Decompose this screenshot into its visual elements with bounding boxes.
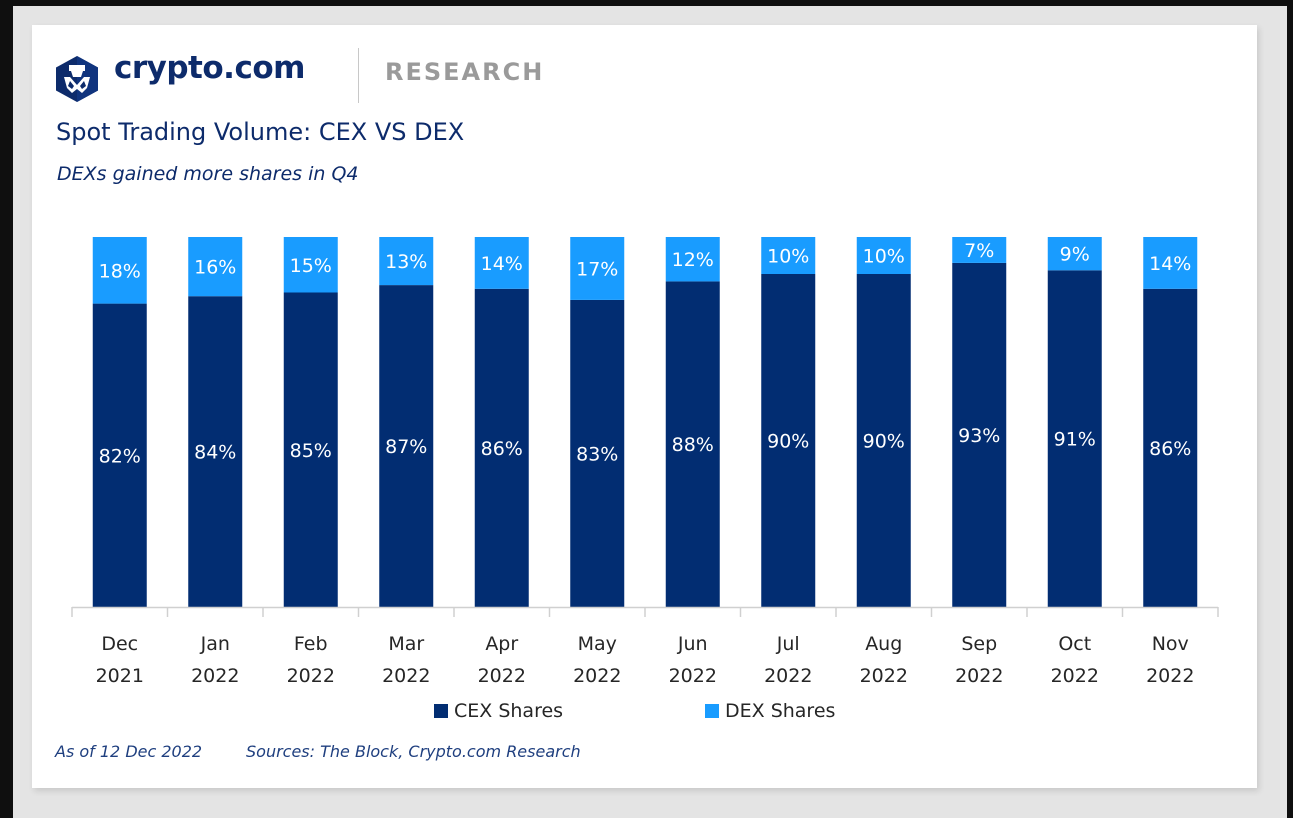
crypto-com-logo-icon <box>56 56 98 102</box>
bar-cex <box>952 262 1007 607</box>
chart-title: Spot Trading Volume: CEX VS DEX <box>56 118 465 146</box>
x-tick-label-year: 2022 <box>764 665 812 687</box>
data-label-dex: 9% <box>1060 244 1090 266</box>
x-tick-label-month: Jun <box>677 633 708 655</box>
x-tick-label-month: Nov <box>1152 633 1189 655</box>
x-tick-label-year: 2022 <box>1146 665 1194 687</box>
data-label-dex: 7% <box>964 240 994 262</box>
x-tick-label-year: 2022 <box>860 665 908 687</box>
chart-legend: CEX Shares DEX Shares <box>0 700 1293 726</box>
legend-swatch-cex <box>434 704 448 718</box>
data-label-dex: 16% <box>194 257 236 279</box>
bar-dex <box>92 237 147 304</box>
x-tick-label-month: Aug <box>865 633 902 655</box>
bar-dex <box>952 237 1007 263</box>
x-tick-label-month: Jan <box>200 633 230 655</box>
data-label-cex: 83% <box>576 443 618 465</box>
data-label-cex: 90% <box>863 431 905 453</box>
bar-dex <box>856 237 911 274</box>
bar-dex <box>188 237 243 297</box>
bar-cex <box>188 296 243 607</box>
data-label-dex: 18% <box>99 260 141 282</box>
x-tick-label-month: Mar <box>388 633 424 655</box>
x-tick-label-year: 2022 <box>573 665 621 687</box>
bar-cex <box>379 285 434 607</box>
data-label-cex: 86% <box>481 438 523 460</box>
data-label-cex: 82% <box>99 445 141 467</box>
x-tick-label-year: 2022 <box>669 665 717 687</box>
data-label-cex: 87% <box>385 436 427 458</box>
bar-cex <box>283 292 338 607</box>
data-label-dex: 17% <box>576 258 618 280</box>
chart-subtitle: DEXs gained more shares in Q4 <box>57 163 359 185</box>
x-tick-label-month: Dec <box>101 633 138 655</box>
bar-cex <box>1047 270 1102 607</box>
brand-name: crypto.com <box>114 50 305 86</box>
bar-dex <box>474 237 529 289</box>
data-label-dex: 14% <box>1149 253 1191 275</box>
data-label-dex: 15% <box>290 255 332 277</box>
x-tick-label-year: 2022 <box>382 665 430 687</box>
data-label-dex: 10% <box>863 246 905 268</box>
bar-dex <box>379 237 434 286</box>
bar-dex <box>761 237 816 274</box>
x-tick-label-year: 2022 <box>955 665 1003 687</box>
x-tick-label-month: Apr <box>485 633 518 655</box>
x-tick-label-month: Sep <box>961 633 997 655</box>
bar-cex <box>474 288 529 607</box>
bar-dex <box>665 237 720 282</box>
data-label-cex: 93% <box>958 425 1000 447</box>
x-tick-label-year: 2022 <box>478 665 526 687</box>
data-label-cex: 88% <box>672 434 714 456</box>
bar-cex <box>856 274 911 607</box>
bar-cex <box>570 299 625 607</box>
x-tick-label-month: Feb <box>294 633 328 655</box>
bar-dex <box>283 237 338 293</box>
x-tick-label-year: 2021 <box>96 665 144 687</box>
x-tick-label-year: 2022 <box>1051 665 1099 687</box>
sources-note: Sources: The Block, Crypto.com Research <box>246 742 581 761</box>
data-label-dex: 13% <box>385 251 427 273</box>
data-label-cex: 85% <box>290 440 332 462</box>
bar-dex <box>1143 237 1198 289</box>
legend-item-cex: CEX Shares <box>434 700 563 722</box>
data-label-cex: 84% <box>194 442 236 464</box>
legend-label-cex: CEX Shares <box>454 700 564 722</box>
bar-dex <box>570 237 625 300</box>
header-divider <box>358 48 359 103</box>
bar-cex <box>665 281 720 607</box>
data-label-dex: 10% <box>767 246 809 268</box>
data-label-cex: 91% <box>1054 429 1096 451</box>
legend-item-dex: DEX Shares <box>705 700 835 722</box>
as-of-date: As of 12 Dec 2022 <box>55 742 203 761</box>
stacked-bar-chart: 82% 18% Dec 2021 84% 16% Jan 2022 85% 15% Feb 2022 8… <box>71 237 1219 687</box>
bar-cex <box>92 303 147 607</box>
x-tick-label-month: May <box>578 633 617 655</box>
bar-cex <box>1143 288 1198 607</box>
bar-cex <box>761 274 816 607</box>
x-tick-label-year: 2022 <box>191 665 239 687</box>
data-label-dex: 12% <box>672 249 714 271</box>
bar-dex <box>1047 237 1102 271</box>
x-tick-label-month: Jul <box>776 633 800 655</box>
data-label-cex: 86% <box>1149 438 1191 460</box>
x-tick-label-year: 2022 <box>287 665 335 687</box>
legend-label-dex: DEX Shares <box>725 700 836 722</box>
section-label: RESEARCH <box>385 58 545 86</box>
data-label-dex: 14% <box>481 253 523 275</box>
legend-swatch-dex <box>705 704 719 718</box>
data-label-cex: 90% <box>767 431 809 453</box>
x-tick-label-month: Oct <box>1058 633 1091 655</box>
